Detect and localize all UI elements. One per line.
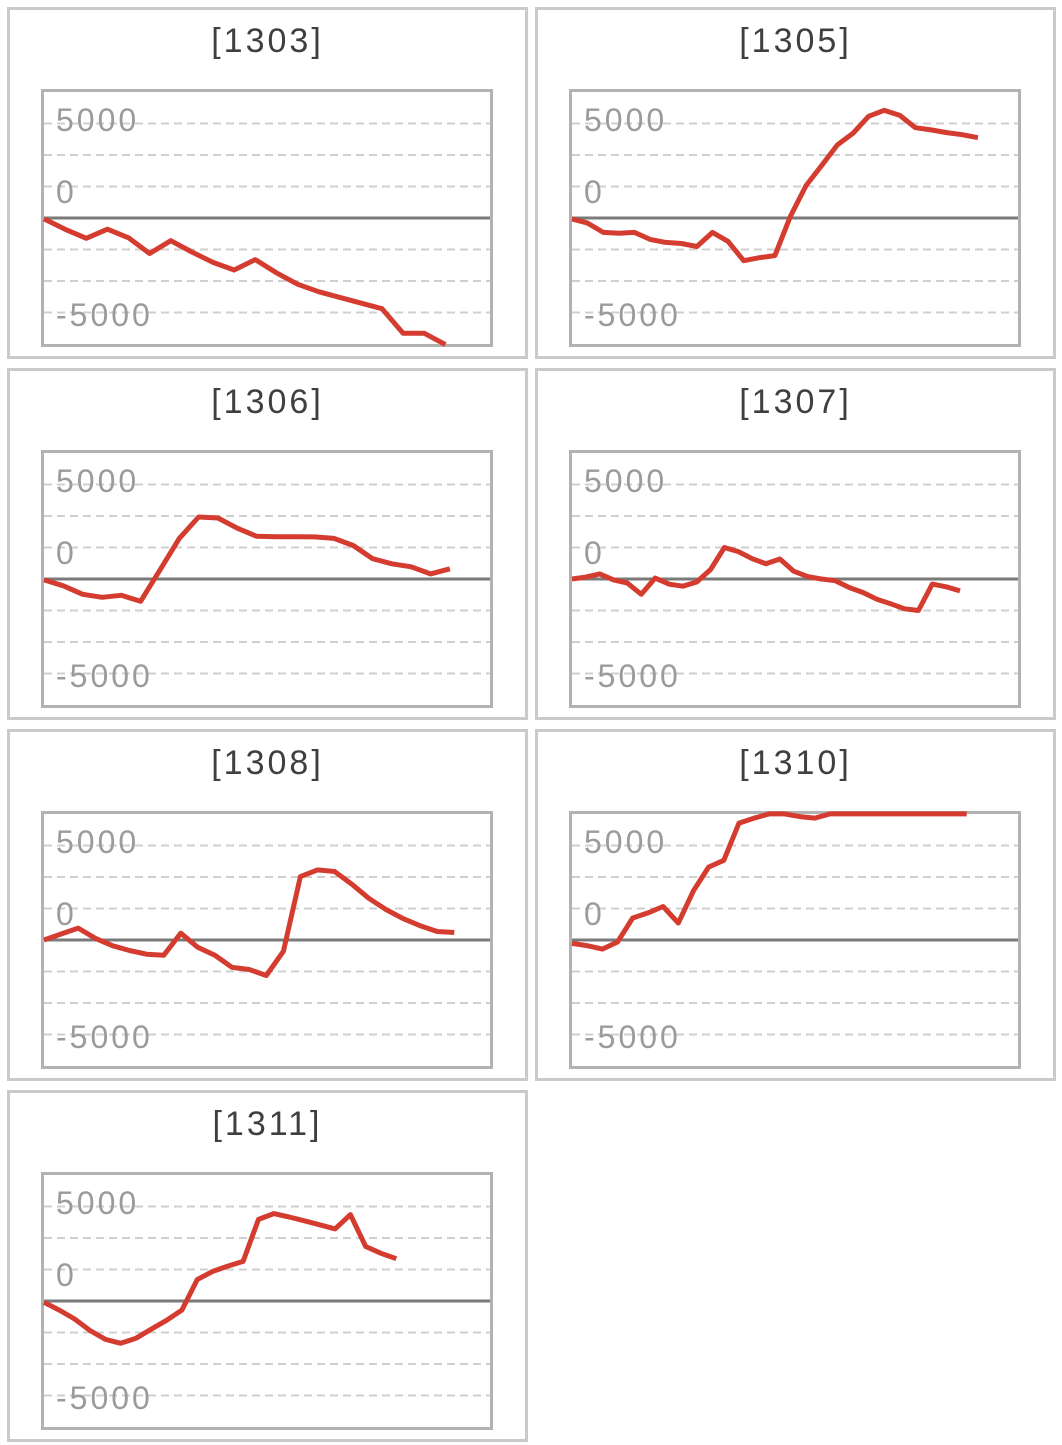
chart-title: [1308] xyxy=(211,744,324,782)
chart-title: [1303] xyxy=(211,22,324,60)
chart-title: [1305] xyxy=(739,22,852,60)
y-tick-0: 0 xyxy=(584,174,605,210)
slump-line-chart xyxy=(42,122,490,347)
machine-panel-1310: [1310] 5000 0 -5000 xyxy=(535,729,1056,1081)
series-line xyxy=(571,545,961,613)
chart-frame: 5000 0 -5000 xyxy=(569,450,1021,708)
y-tick-5000: 5000 xyxy=(584,463,668,499)
chart-title: [1311] xyxy=(212,1105,323,1143)
series-line xyxy=(42,216,447,347)
machine-panel-1308: [1308] 5000 0 -5000 xyxy=(7,729,528,1081)
chart-title: [1306] xyxy=(211,383,324,421)
chart-frame: 5000 0 -5000 xyxy=(569,811,1021,1069)
machine-panel-1305: [1305] 5000 0 -5000 xyxy=(535,7,1056,359)
chart-frame: 5000 0 -5000 xyxy=(41,89,493,347)
chart-frame: 5000 0 -5000 xyxy=(41,450,493,708)
y-tick-5000: 5000 xyxy=(56,463,140,499)
y-tick-neg5000: -5000 xyxy=(584,658,681,694)
series-line xyxy=(43,514,451,604)
y-tick-neg5000: -5000 xyxy=(56,1380,153,1416)
slump-line-chart xyxy=(43,483,490,675)
series-line xyxy=(43,867,455,978)
series-line xyxy=(571,811,967,952)
machine-panel-1303: [1303] 5000 0 -5000 xyxy=(7,7,528,359)
y-tick-neg5000: -5000 xyxy=(56,1019,153,1055)
chart-frame: 5000 0 -5000 xyxy=(41,811,493,1069)
y-tick-neg5000: -5000 xyxy=(584,297,681,333)
y-tick-0: 0 xyxy=(584,535,605,571)
y-tick-0: 0 xyxy=(56,174,77,210)
slump-line-chart xyxy=(43,844,490,1036)
slump-line-chart xyxy=(571,107,1018,314)
y-tick-neg5000: -5000 xyxy=(584,1019,681,1055)
series-line xyxy=(571,107,979,264)
y-tick-5000: 5000 xyxy=(56,102,140,138)
chart-title: [1307] xyxy=(739,383,852,421)
y-tick-5000: 5000 xyxy=(584,824,668,860)
series-line xyxy=(42,1211,398,1346)
machine-panel-1311: [1311] 5000 0 -5000 xyxy=(7,1090,528,1442)
chart-title: [1310] xyxy=(739,744,852,782)
y-tick-neg5000: -5000 xyxy=(56,297,153,333)
machine-panel-1307: [1307] 5000 0 -5000 xyxy=(535,368,1056,720)
slump-line-chart xyxy=(571,483,1018,675)
y-tick-0: 0 xyxy=(56,896,77,932)
y-tick-5000: 5000 xyxy=(584,102,668,138)
chart-frame: 5000 0 -5000 xyxy=(41,1172,493,1430)
y-tick-neg5000: -5000 xyxy=(56,658,153,694)
y-tick-5000: 5000 xyxy=(56,824,140,860)
y-tick-0: 0 xyxy=(56,1257,77,1293)
slump-line-chart xyxy=(42,1205,490,1397)
y-tick-0: 0 xyxy=(56,535,77,571)
y-tick-0: 0 xyxy=(584,896,605,932)
y-tick-5000: 5000 xyxy=(56,1185,140,1221)
machine-panel-1306: [1306] 5000 0 -5000 xyxy=(7,368,528,720)
slump-line-chart xyxy=(571,811,1018,1036)
chart-frame: 5000 0 -5000 xyxy=(569,89,1021,347)
